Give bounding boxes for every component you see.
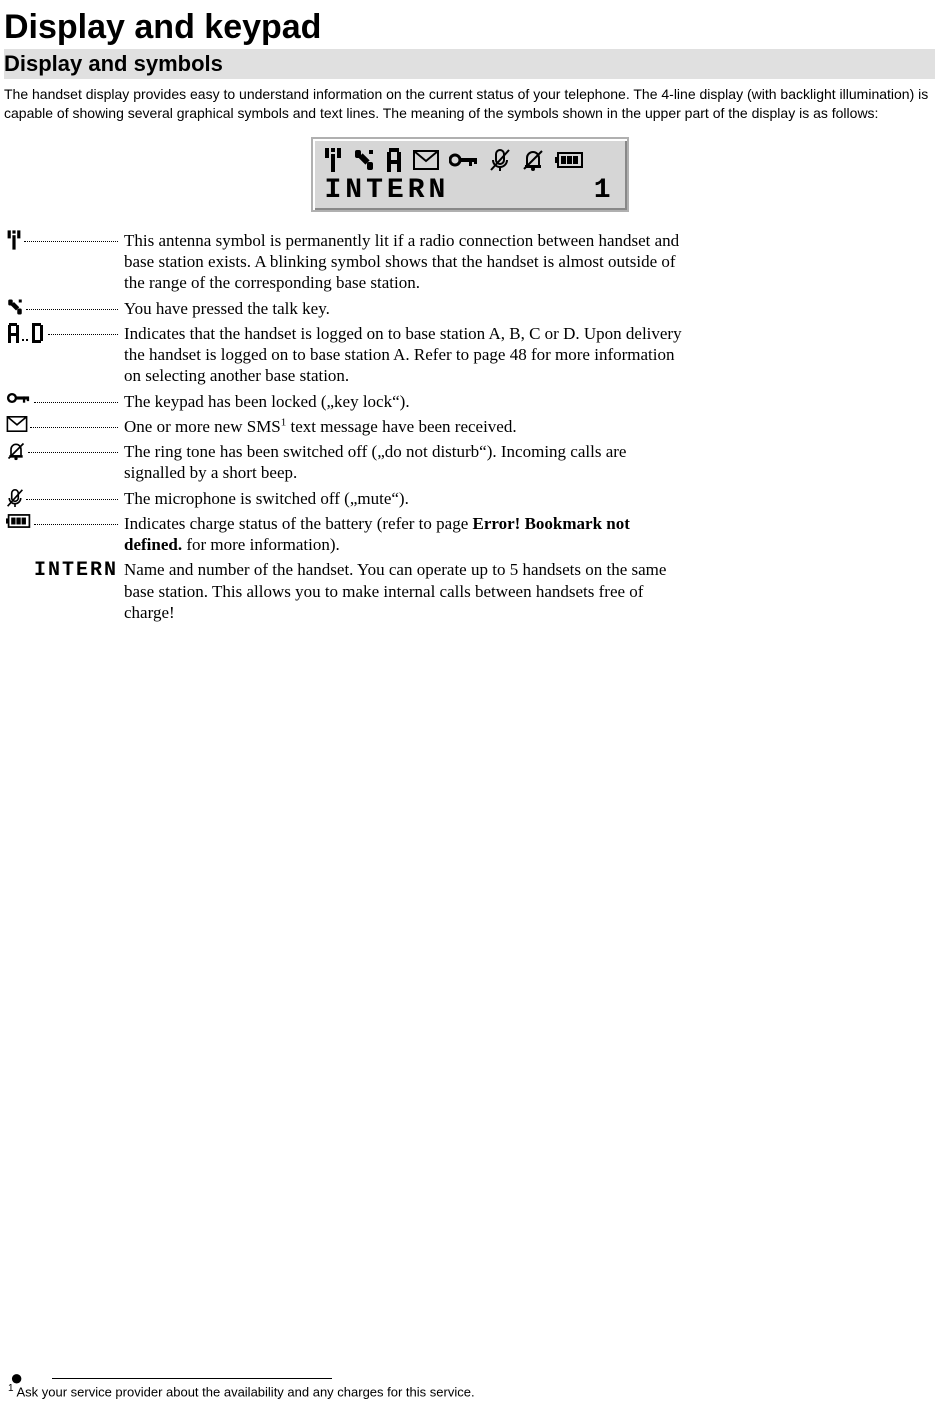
antenna-icon (323, 148, 343, 172)
table-row: INTERN Name and number of the handset. Y… (6, 559, 690, 627)
antenna-icon (6, 230, 22, 250)
table-row: The ring tone has been switched off („do… (6, 441, 690, 488)
mute-icon (489, 148, 511, 172)
base-a-icon (385, 148, 403, 172)
ring-off-icon (521, 148, 545, 172)
talk-icon (6, 298, 24, 316)
keylock-icon (449, 151, 479, 169)
symbol-desc: Name and number of the handset. You can … (124, 559, 690, 627)
symbol-desc: The keypad has been locked („key lock“). (124, 391, 690, 416)
symbol-desc: Indicates that the handset is logged on … (124, 323, 690, 391)
table-row: Indicates that the handset is logged on … (6, 323, 690, 391)
lcd-text-right: 1 (594, 175, 615, 206)
table-row: You have pressed the talk key. (6, 298, 690, 323)
symbol-table: This antenna symbol is permanently lit i… (6, 230, 690, 627)
battery-icon (6, 513, 32, 529)
table-row: Indicates charge status of the battery (… (6, 513, 690, 560)
symbol-desc: The ring tone has been switched off („do… (124, 441, 690, 488)
footnote-text: 1 Ask your service provider about the av… (8, 1383, 935, 1399)
table-row: This antenna symbol is permanently lit i… (6, 230, 690, 298)
footnote-area: ● 1 Ask your service provider about the … (4, 1378, 935, 1399)
table-row: One or more new SMS1 text message have b… (6, 416, 690, 441)
battery-icon (555, 151, 585, 169)
envelope-icon (413, 150, 439, 170)
talk-icon (353, 148, 375, 172)
footnote-rule (52, 1378, 332, 1379)
mute-icon (6, 488, 24, 508)
table-row: The keypad has been locked („key lock“). (6, 391, 690, 416)
symbol-desc: Indicates charge status of the battery (… (124, 513, 690, 560)
envelope-icon (6, 416, 28, 432)
table-row: The microphone is switched off („mute“). (6, 488, 690, 513)
symbol-desc: The microphone is switched off („mute“). (124, 488, 690, 513)
symbol-desc: One or more new SMS1 text message have b… (124, 416, 690, 441)
intern-label-icon: INTERN (34, 559, 118, 582)
symbol-desc: This antenna symbol is permanently lit i… (124, 230, 690, 298)
page-title: Display and keypad (4, 8, 935, 47)
keylock-icon (6, 391, 32, 405)
ring-off-icon (6, 441, 26, 461)
section-title: Display and symbols (4, 49, 935, 79)
lcd-text-left: INTERN (325, 175, 450, 206)
lcd-display: INTERN 1 (4, 137, 935, 212)
symbol-desc: You have pressed the talk key. (124, 298, 690, 323)
base-ad-icon (6, 323, 46, 343)
intro-paragraph: The handset display provides easy to und… (4, 85, 935, 123)
